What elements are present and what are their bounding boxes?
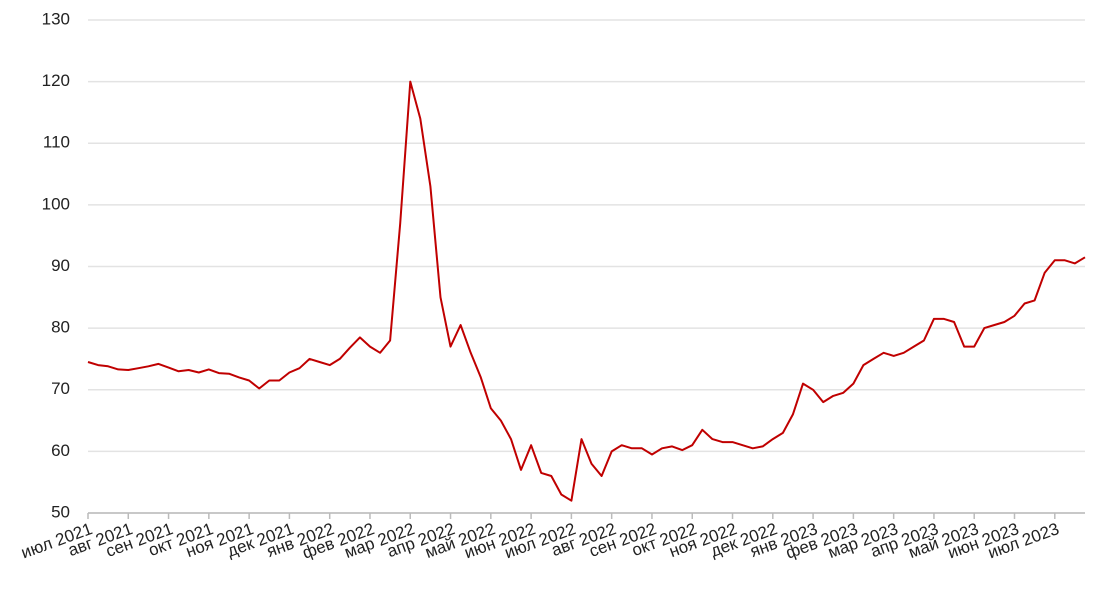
y-tick-label: 70: [51, 379, 70, 398]
y-tick-label: 50: [51, 502, 70, 521]
y-tick-label: 60: [51, 441, 70, 460]
y-tick-label: 110: [43, 133, 70, 152]
y-tick-label: 130: [42, 9, 70, 28]
y-tick-label: 100: [42, 194, 70, 213]
y-tick-label: 80: [51, 318, 70, 337]
y-tick-label: 90: [51, 256, 70, 275]
data-line: [87, 80, 1086, 502]
y-tick-label: 120: [42, 71, 70, 90]
